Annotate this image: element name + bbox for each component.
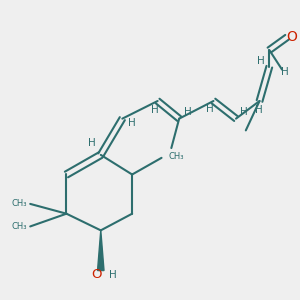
Text: H: H [128,118,136,128]
Text: H: H [206,104,214,114]
Text: CH₃: CH₃ [12,200,27,208]
Text: O: O [91,268,102,281]
Text: H: H [88,138,96,148]
Text: H: H [240,107,248,117]
Text: H: H [184,107,191,117]
Text: CH₃: CH₃ [168,152,184,161]
Text: H: H [256,56,264,66]
Text: CH₃: CH₃ [12,222,27,231]
Text: H: H [281,67,289,77]
Text: O: O [286,30,297,44]
Text: H: H [255,105,263,115]
Text: H: H [151,105,158,115]
Text: H: H [109,270,117,280]
Polygon shape [98,230,104,271]
